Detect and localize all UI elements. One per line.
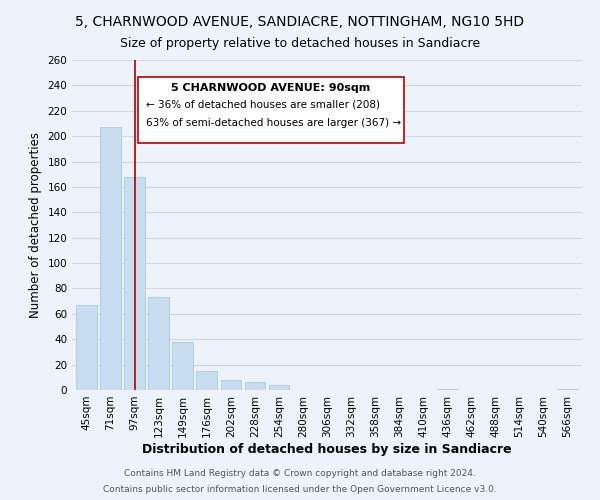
Bar	[221, 380, 241, 390]
Bar	[437, 388, 458, 390]
X-axis label: Distribution of detached houses by size in Sandiacre: Distribution of detached houses by size …	[142, 442, 512, 456]
Bar	[172, 342, 193, 390]
Bar	[100, 128, 121, 390]
Bar	[245, 382, 265, 390]
Text: ← 36% of detached houses are smaller (208): ← 36% of detached houses are smaller (20…	[146, 100, 380, 110]
Text: Contains HM Land Registry data © Crown copyright and database right 2024.: Contains HM Land Registry data © Crown c…	[124, 468, 476, 477]
Y-axis label: Number of detached properties: Number of detached properties	[29, 132, 42, 318]
FancyBboxPatch shape	[139, 76, 404, 142]
Bar	[124, 177, 145, 390]
Bar	[196, 371, 217, 390]
Bar	[76, 305, 97, 390]
Text: 63% of semi-detached houses are larger (367) →: 63% of semi-detached houses are larger (…	[146, 118, 401, 128]
Bar	[269, 385, 289, 390]
Text: 5, CHARNWOOD AVENUE, SANDIACRE, NOTTINGHAM, NG10 5HD: 5, CHARNWOOD AVENUE, SANDIACRE, NOTTINGH…	[76, 15, 524, 29]
Bar	[557, 388, 578, 390]
Text: Contains public sector information licensed under the Open Government Licence v3: Contains public sector information licen…	[103, 485, 497, 494]
Text: Size of property relative to detached houses in Sandiacre: Size of property relative to detached ho…	[120, 38, 480, 51]
Bar	[148, 298, 169, 390]
Text: 5 CHARNWOOD AVENUE: 90sqm: 5 CHARNWOOD AVENUE: 90sqm	[171, 83, 371, 93]
